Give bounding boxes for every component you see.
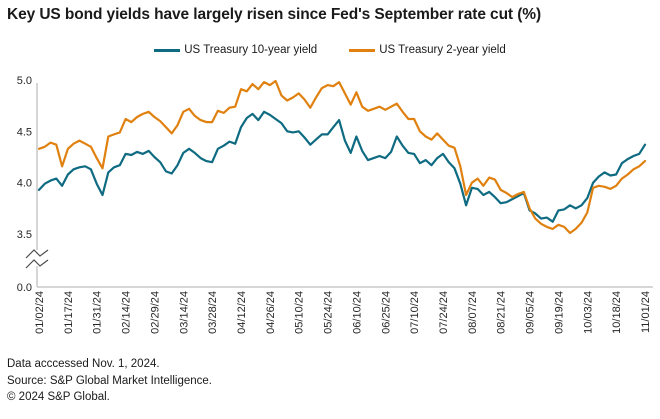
chart-legend: US Treasury 10-year yield US Treasury 2-…	[0, 44, 660, 56]
footer-data-accessed: Data acccessed Nov. 1, 2024.	[7, 358, 160, 370]
x-tick-label: 09/05/24	[525, 291, 537, 334]
footer-source: Source: S&P Global Market Intelligence.	[7, 374, 212, 387]
series-line-2-year	[37, 79, 647, 235]
x-tick-label: 08/21/24	[496, 291, 508, 334]
axis-break-icon	[25, 259, 49, 269]
x-tick-label: 06/10/24	[351, 291, 363, 334]
x-tick-label: 08/07/24	[467, 291, 479, 334]
x-tick-label: 05/10/24	[294, 291, 306, 334]
y-tick-label: 3.5	[17, 229, 32, 241]
x-tick-label: 07/24/24	[438, 291, 450, 334]
x-tick-label: 02/29/24	[149, 291, 161, 334]
x-tick-label: 01/02/24	[34, 291, 46, 334]
y-tick-label: 0.0	[17, 282, 32, 294]
y-tick-label: 4.0	[17, 178, 32, 190]
x-tick-label: 06/25/24	[380, 291, 392, 334]
x-tick-label: 04/12/24	[236, 291, 248, 334]
axis-break-icon	[25, 249, 49, 259]
x-tick-label: 10/18/24	[611, 291, 623, 334]
legend-label-10-year: US Treasury 10-year yield	[184, 44, 318, 56]
chart-footer: Data acccessed Nov. 1, 2024. Source: S&P…	[7, 356, 212, 406]
x-tick-label: 01/17/24	[63, 291, 75, 334]
series-line-10-year	[37, 110, 647, 223]
legend-item-10-year: US Treasury 10-year yield	[154, 44, 317, 56]
x-tick-label: 04/26/24	[265, 291, 277, 334]
y-tick-label: 5.0	[17, 75, 32, 87]
teal-line-swatch-icon	[154, 48, 181, 52]
x-tick-label: 10/03/24	[582, 291, 594, 334]
x-tick-label: 02/14/24	[121, 291, 133, 334]
x-tick-label: 03/14/24	[178, 291, 190, 334]
x-tick-label: 09/19/24	[553, 291, 565, 334]
y-tick-label: 4.5	[17, 126, 32, 138]
page-title: Key US bond yields have largely risen si…	[7, 6, 542, 23]
x-tick-label: 11/01/24	[640, 291, 652, 333]
x-tick-label: 05/24/24	[323, 291, 335, 334]
legend-label-2-year: US Treasury 2-year yield	[379, 44, 506, 56]
legend-item-2-year: US Treasury 2-year yield	[349, 44, 506, 56]
footer-copyright: © 2024 S&P Global.	[7, 391, 110, 403]
x-tick-label: 01/31/24	[92, 291, 104, 334]
x-tick-label: 07/10/24	[409, 291, 421, 334]
orange-line-swatch-icon	[349, 48, 376, 52]
x-tick-label: 03/28/24	[207, 291, 219, 334]
